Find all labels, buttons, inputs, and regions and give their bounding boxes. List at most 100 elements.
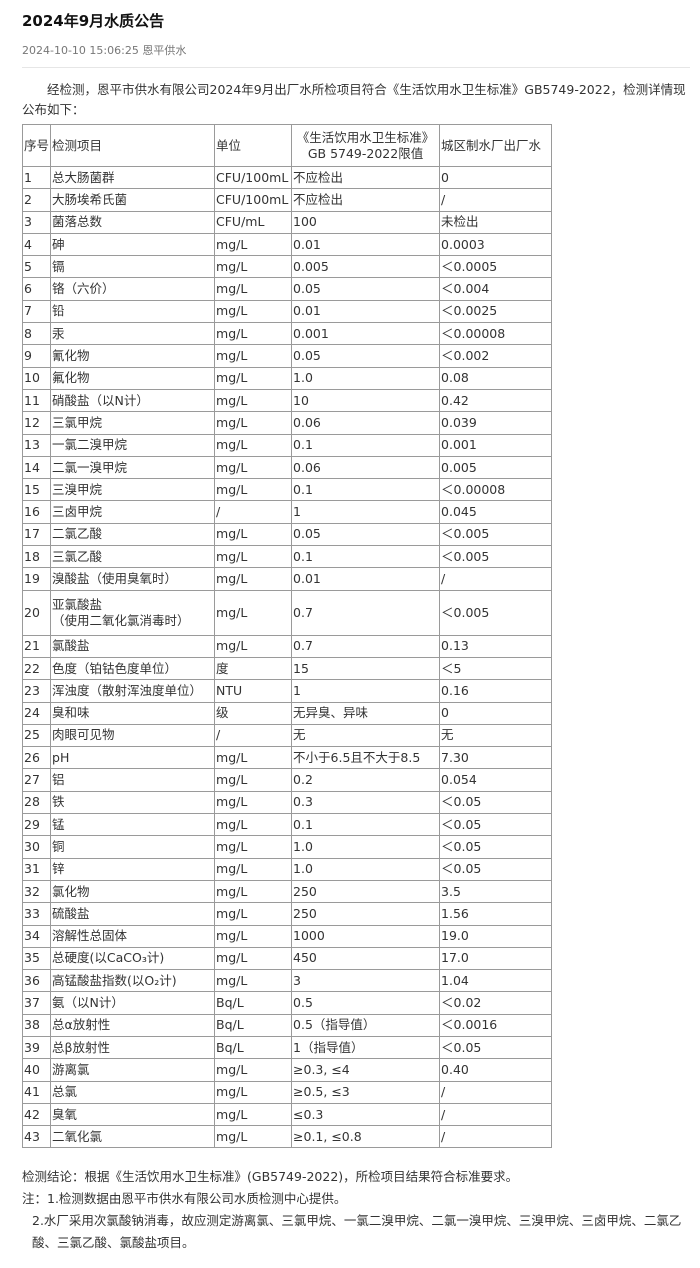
table-row: 37 氨（以N计） Bq/L 0.5 ＜0.02 [21, 991, 553, 1015]
cell-unit: / [214, 723, 293, 748]
table-row: 4 砷 mg/L 0.01 0.0003 [21, 232, 553, 257]
cell-result: 7.30 [439, 746, 553, 770]
cell-unit: CFU/100mL [214, 165, 293, 190]
water-quality-table: 序号 检测项目 单位 《生活饮用水卫生标准》GB 5749-2022限值 城区制… [21, 124, 553, 1149]
cell-item: 菌落总数 [50, 210, 216, 234]
cell-unit: mg/L [214, 411, 293, 435]
cell-seq: 10 [21, 366, 52, 390]
cell-seq: 24 [21, 701, 52, 725]
cell-item: 三卤甲烷 [50, 500, 216, 524]
cell-seq: 32 [21, 879, 52, 904]
cell-result: / [439, 188, 553, 212]
cell-unit: mg/L [214, 1058, 293, 1082]
cell-result: 0 [439, 701, 553, 725]
cell-seq: 3 [21, 210, 52, 234]
cell-result: ＜0.0016 [439, 1013, 553, 1037]
table-row: 3 菌落总数 CFU/mL 100 未检出 [21, 210, 553, 234]
cell-item: 总硬度(以CaCO₃计) [50, 946, 216, 971]
cell-seq: 23 [21, 679, 52, 703]
cell-result: ＜0.05 [439, 1035, 553, 1060]
cell-limit: 0.2 [291, 768, 441, 792]
table-row: 17 二氯乙酸 mg/L 0.05 ＜0.005 [21, 522, 553, 547]
cell-result: ＜0.05 [439, 790, 553, 815]
cell-seq: 27 [21, 768, 52, 792]
cell-limit: 不应检出 [291, 165, 441, 190]
cell-item: 硝酸盐（以N计） [50, 388, 216, 413]
table-header-row: 序号 检测项目 单位 《生活饮用水卫生标准》GB 5749-2022限值 城区制… [21, 124, 553, 167]
cell-seq: 15 [21, 478, 52, 502]
cell-unit: / [214, 500, 293, 524]
cell-item: 氰化物 [50, 344, 216, 368]
cell-seq: 31 [21, 857, 52, 881]
cell-item: 亚氯酸盐 （使用二氧化氯消毒时） [50, 589, 216, 636]
cell-item: 铬（六价） [50, 277, 216, 301]
cell-seq: 22 [21, 656, 52, 681]
cell-result: 0.13 [439, 634, 553, 658]
cell-item: 镉 [50, 255, 216, 279]
cell-seq: 8 [21, 322, 52, 346]
cell-seq: 11 [21, 388, 52, 413]
table-row: 42 臭氧 mg/L ≤0.3/ [21, 1102, 553, 1127]
cell-seq: 40 [21, 1058, 52, 1082]
cell-item: 汞 [50, 322, 216, 346]
cell-result: ＜0.05 [439, 813, 553, 837]
cell-seq: 43 [21, 1125, 52, 1149]
cell-item: 三溴甲烷 [50, 478, 216, 502]
cell-unit: NTU [214, 679, 293, 703]
cell-result: 0.0003 [439, 232, 553, 257]
cell-unit: mg/L [214, 857, 293, 881]
cell-result: ＜0.05 [439, 835, 553, 859]
cell-result: 17.0 [439, 946, 553, 971]
cell-item: 二氯乙酸 [50, 522, 216, 547]
table-row: 23 浑浊度（散射浑浊度单位） NTU 1 0.16 [21, 679, 553, 703]
cell-item: 总β放射性 [50, 1035, 216, 1060]
footer-notes: 检测结论：根据《生活饮用水卫生标准》(GB5749-2022)，所检项目结果符合… [22, 1166, 692, 1254]
cell-limit: 10 [291, 388, 441, 413]
cell-unit: Bq/L [214, 1013, 293, 1037]
table-row: 24 臭和味级无异臭、异味 0 [21, 701, 553, 725]
cell-limit: 0.01 [291, 232, 441, 257]
cell-item: 铜 [50, 835, 216, 859]
table-row: 22 色度（铂钴色度单位）度 15 ＜5 [21, 656, 553, 681]
source: 恩平供水 [142, 44, 187, 57]
cell-unit: mg/L [214, 388, 293, 413]
conclusion: 检测结论：根据《生活饮用水卫生标准》(GB5749-2022)，所检项目结果符合… [22, 1169, 519, 1184]
cell-item: 溴酸盐（使用臭氧时） [50, 567, 216, 591]
table-row: 29 锰 mg/L 0.1 ＜0.05 [21, 813, 553, 837]
table-row: 40 游离氯 mg/L ≥0.3, ≤4 0.40 [21, 1058, 553, 1082]
table-row: 27 铝 mg/L 0.2 0.054 [21, 768, 553, 792]
cell-limit: 0.7 [291, 589, 441, 636]
cell-item: 二氯一溴甲烷 [50, 455, 216, 480]
table-row: 28 铁 mg/L 0.3 ＜0.05 [21, 790, 553, 815]
cell-result: ＜0.00008 [439, 322, 553, 346]
table-row: 34 溶解性总固体 mg/L 1000 19.0 [21, 924, 553, 948]
cell-item: 肉眼可见物 [50, 723, 216, 748]
cell-item: 浑浊度（散射浑浊度单位） [50, 679, 216, 703]
cell-item: 溶解性总固体 [50, 924, 216, 948]
cell-item: 硫酸盐 [50, 902, 216, 926]
cell-result: 1.04 [439, 969, 553, 993]
cell-unit: mg/L [214, 746, 293, 770]
table-row: 41 总氯 mg/L ≥0.5, ≤3/ [21, 1080, 553, 1104]
cell-result: 0.08 [439, 366, 553, 390]
cell-limit: 0.1 [291, 433, 441, 457]
cell-result: 0.005 [439, 455, 553, 480]
cell-item: 一氯二溴甲烷 [50, 433, 216, 457]
cell-result: / [439, 1080, 553, 1104]
cell-unit: mg/L [214, 232, 293, 257]
cell-result: / [439, 1102, 553, 1127]
cell-result: ＜0.002 [439, 344, 553, 368]
table-row: 35 总硬度(以CaCO₃计) mg/L 450 17.0 [21, 946, 553, 971]
header-unit: 单位 [214, 124, 293, 167]
cell-result: 0.054 [439, 768, 553, 792]
header-item: 检测项目 [50, 124, 216, 167]
cell-seq: 39 [21, 1035, 52, 1060]
cell-limit: 250 [291, 902, 441, 926]
cell-unit: mg/L [214, 879, 293, 904]
cell-unit: mg/L [214, 768, 293, 792]
table-row: 14 二氯一溴甲烷 mg/L 0.06 0.005 [21, 455, 553, 480]
cell-result: ＜0.0005 [439, 255, 553, 279]
cell-item: 三氯甲烷 [50, 411, 216, 435]
cell-limit: 1.0 [291, 857, 441, 881]
cell-unit: mg/L [214, 433, 293, 457]
